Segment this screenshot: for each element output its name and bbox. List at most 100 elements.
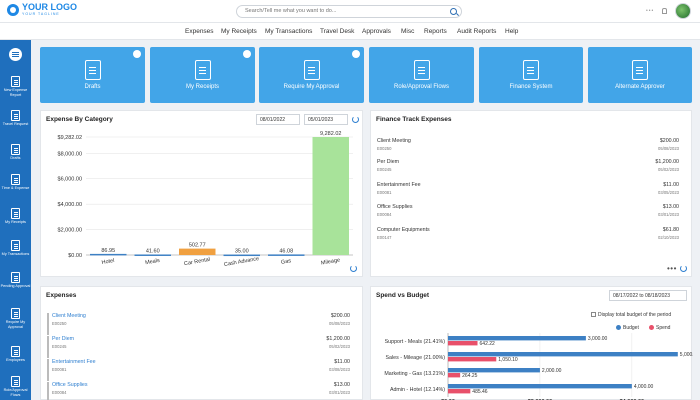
y-tick-label: $8,000.00 (58, 151, 82, 157)
bar-value-label: 9,282.02 (320, 131, 341, 137)
expense-amount: $13.00 (662, 204, 679, 210)
spend-vs-budget-chart: $0.00$2,000.00$4,000.00Support - Meals (… (384, 333, 693, 400)
budget-bar (448, 384, 632, 389)
expense-date: 05/02/2023 (658, 167, 679, 172)
sidebar-home-icon[interactable] (9, 48, 22, 61)
card-title: Expense By Category (46, 116, 113, 123)
list-item[interactable]: Office Supplies E00084 $13.00 03/01/2023 (377, 204, 679, 224)
tile-label: Role/Approval Flows (393, 84, 450, 90)
menu-travel-desk[interactable]: Travel Desk (320, 28, 355, 35)
sidebar-item-my-receipts[interactable]: My Receipts (0, 208, 31, 225)
receipt-icon (11, 208, 20, 219)
expense-id: E00147 (377, 235, 392, 240)
search-box[interactable] (236, 5, 462, 18)
tile-my-receipts[interactable]: My Receipts (150, 47, 255, 103)
list-item[interactable]: Per Diem E00245 $1,200.00 05/02/2023 (47, 336, 350, 358)
expense-by-category-card: Expense By Category 08/01/2022 05/01/202… (40, 110, 363, 277)
x-tick-label: Cash Advance (224, 256, 260, 268)
bar-value-label: 264.25 (462, 373, 478, 379)
logo-icon (7, 4, 19, 16)
display-total-budget-checkbox[interactable] (591, 312, 596, 317)
search-icon[interactable] (450, 8, 457, 15)
bar (312, 137, 349, 255)
expense-amount: $61.80 (662, 227, 679, 233)
expense-link[interactable]: Client Meeting (52, 313, 86, 319)
sidebar-item-travel-request[interactable]: Travel Request (0, 110, 31, 127)
list-item[interactable]: Entertainment Fee E00081 $11.00 03/05/20… (377, 182, 679, 202)
more-icon[interactable]: ••• (667, 264, 677, 273)
list-item[interactable]: Client Meeting E00250 $200.00 05/08/2023 (377, 138, 679, 158)
menu-my-transactions[interactable]: My Transactions (265, 28, 313, 35)
settings-icon[interactable] (352, 116, 359, 123)
notification-bell-icon[interactable] (662, 8, 667, 14)
expense-amount: $11.00 (334, 359, 350, 365)
date-from-input[interactable]: 08/01/2022 (256, 114, 300, 125)
menu-my-receipts[interactable]: My Receipts (221, 28, 257, 35)
bar (223, 254, 260, 257)
bar-value-label: 642.22 (480, 341, 496, 347)
menu-audit-reports[interactable]: Audit Reports (457, 28, 497, 35)
tile-drafts[interactable]: Drafts (40, 47, 145, 103)
sidebar-item-require-my-approval[interactable]: Require My Approval (0, 308, 31, 329)
expense-id: E00245 (52, 344, 67, 349)
list-item[interactable]: Office Supplies E00084 $13.00 03/01/2023 (47, 382, 350, 400)
expense-date: 05/02/2023 (329, 344, 350, 349)
bar-value-label: 1,050.10 (498, 357, 518, 363)
document-icon (11, 110, 20, 121)
expense-date: 03/08/2023 (329, 367, 350, 372)
expense-link[interactable]: Entertainment Fee (52, 359, 96, 365)
tile-select-radio[interactable] (243, 50, 251, 58)
expense-id: E00245 (377, 167, 392, 172)
expense-link[interactable]: Per Diem (52, 336, 75, 342)
more-options-icon[interactable]: ••• (646, 8, 655, 14)
date-to-input[interactable]: 05/01/2023 (304, 114, 348, 125)
legend-budget-swatch (616, 325, 621, 330)
tile-label: My Receipts (185, 84, 219, 90)
menu-reports[interactable]: Reports (424, 28, 447, 35)
sidebar-item-my-transactions[interactable]: My Transactions (0, 240, 31, 257)
sidebar-item-employees[interactable]: Employees (0, 346, 31, 363)
expense-date: 03/05/2023 (658, 190, 679, 195)
date-range-input[interactable]: 08/17/2022 to 08/18/2023 (609, 290, 687, 301)
menu-expenses[interactable]: Expenses (185, 28, 214, 35)
tile-alternate-approver[interactable]: Alternate Approver (588, 47, 692, 103)
tile-require-my-approval[interactable]: Require My Approval (259, 47, 364, 103)
spend-bar (448, 389, 471, 394)
tile-select-radio[interactable] (133, 50, 141, 58)
y-tick-label: Marketing - Gas (13.21%) (384, 371, 445, 377)
sidebar-item-label: Pending Approval (0, 284, 31, 288)
list-item[interactable]: Per Diem E00245 $1,200.00 05/02/2023 (377, 159, 679, 179)
list-item[interactable]: Entertainment Fee E00081 $11.00 03/08/20… (47, 359, 350, 381)
sidebar-item-pending-approval[interactable]: Pending Approval (0, 272, 31, 289)
search-input[interactable] (245, 8, 445, 14)
list-item[interactable]: Computer Equipments E00147 $61.80 02/10/… (377, 227, 679, 247)
sidebar: New Expense Report Travel Request Drafts… (0, 40, 31, 400)
menu-approvals[interactable]: Approvals (362, 28, 391, 35)
expense-link[interactable]: Office Supplies (52, 382, 88, 388)
refresh-icon[interactable] (350, 265, 357, 272)
tile-role-approval-flows[interactable]: Role/Approval Flows (369, 47, 474, 103)
expense-date: 03/01/2023 (658, 212, 679, 217)
expense-date: 05/08/2023 (658, 146, 679, 151)
menu-misc[interactable]: Misc (401, 28, 415, 35)
expense-name: Client Meeting (377, 138, 411, 144)
menu-help[interactable]: Help (505, 28, 519, 35)
x-tick-label: Hotel (101, 258, 115, 266)
sidebar-item-role-approval-flows[interactable]: Role/Approval Flows (0, 376, 31, 397)
logo-tagline: YOUR TAGLINE (22, 12, 60, 16)
logo[interactable]: YOUR LOGO YOUR TAGLINE (7, 3, 77, 17)
sidebar-item-drafts[interactable]: Drafts (0, 144, 31, 161)
tile-finance-system[interactable]: Finance System (479, 47, 583, 103)
refresh-icon[interactable] (680, 265, 687, 272)
bar (179, 248, 216, 255)
sidebar-item-new-expense-report[interactable]: New Expense Report (0, 76, 31, 97)
x-tick-label: Mileage (321, 257, 341, 266)
bar-value-label: 2,000.00 (542, 368, 562, 374)
tile-select-radio[interactable] (352, 50, 360, 58)
expense-name: Entertainment Fee (377, 182, 421, 188)
alternate-approver-icon (632, 60, 648, 80)
tile-label: Finance System (509, 84, 553, 90)
list-item[interactable]: Client Meeting E00250 $200.00 05/08/2023 (47, 313, 350, 335)
user-avatar[interactable] (675, 3, 691, 19)
sidebar-item-time-expense[interactable]: Time & Expense (0, 174, 31, 191)
